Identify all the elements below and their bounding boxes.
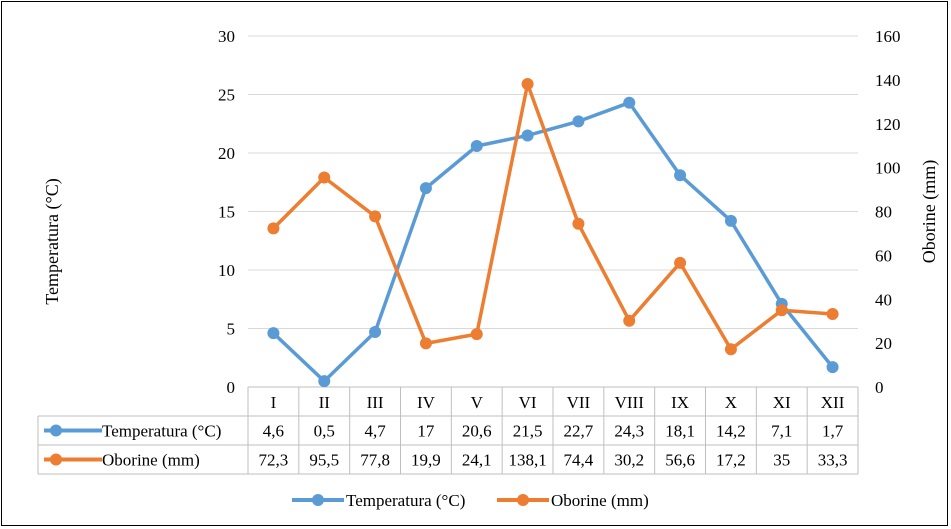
series-line-oborine [271, 82, 835, 352]
point-oborine [369, 210, 382, 223]
legend-key-marker [312, 494, 324, 506]
data-label: 14,2 [716, 422, 746, 441]
table-legend-key-marker [50, 424, 62, 437]
legend-label: Oborine (mm) [551, 491, 649, 510]
data-label: 30,2 [614, 451, 644, 470]
point-temperatura [674, 169, 687, 182]
table-series-name: Temperatura (°C) [102, 422, 221, 441]
y2-tick-label: 60 [875, 246, 892, 265]
x-tick-label: XII [821, 393, 845, 412]
data-label: 56,6 [665, 451, 695, 470]
y2-axis-title: Oborine (mm) [919, 160, 940, 263]
y-tick-label: 20 [218, 144, 235, 163]
point-temperatura [369, 326, 382, 339]
data-label: 7,1 [771, 422, 792, 441]
y2-tick-label: 20 [875, 334, 892, 353]
x-tick-label: IV [417, 393, 436, 412]
data-label: 22,7 [564, 422, 594, 441]
data-label: 77,8 [360, 451, 390, 470]
point-oborine [724, 343, 737, 356]
y2-tick-label: 100 [875, 159, 901, 178]
data-label: 72,3 [259, 451, 289, 470]
y2-tick-label: 80 [875, 203, 892, 222]
x-tick-label: V [471, 393, 484, 412]
table-legend-key-marker [50, 453, 62, 466]
data-label: 4,6 [263, 422, 284, 441]
point-oborine [623, 314, 636, 327]
x-tick-label: VIII [615, 393, 645, 412]
point-oborine [521, 78, 534, 91]
point-oborine [318, 171, 331, 184]
x-tick-label: VI [519, 393, 537, 412]
y-tick-label: 5 [227, 320, 236, 339]
x-tick-label: IX [671, 393, 689, 412]
y-tick-label: 0 [227, 378, 236, 397]
point-oborine [572, 217, 585, 230]
point-oborine [775, 304, 788, 317]
data-label: 33,3 [818, 451, 848, 470]
y-tick-label: 25 [218, 86, 235, 105]
point-temperatura [724, 214, 737, 227]
y-axis-title: Temperatura (°C) [42, 178, 63, 304]
point-temperatura [521, 129, 534, 142]
y2-tick-label: 40 [875, 290, 892, 309]
data-label: 0,5 [314, 422, 335, 441]
point-temperatura [419, 182, 432, 195]
legend-key-marker [517, 494, 529, 506]
y-tick-label: 15 [218, 203, 235, 222]
point-oborine [826, 307, 839, 320]
y-tick-label: 10 [218, 261, 235, 280]
point-temperatura [572, 115, 585, 128]
y2-tick-label: 160 [875, 27, 901, 46]
data-label: 138,1 [508, 451, 546, 470]
data-label: 24,3 [614, 422, 644, 441]
y-tick-label: 30 [218, 27, 235, 46]
y2-tick-label: 0 [875, 378, 884, 397]
series-line-temperatura [271, 100, 835, 383]
y2-tick-label: 120 [875, 115, 901, 134]
point-temperatura [267, 327, 280, 340]
data-label: 21,5 [513, 422, 543, 441]
x-tick-label: X [725, 393, 737, 412]
data-label: 17 [417, 422, 435, 441]
data-label: 95,5 [309, 451, 339, 470]
point-oborine [470, 328, 483, 341]
x-tick-label: XI [773, 393, 791, 412]
data-label: 4,7 [364, 422, 386, 441]
data-label: 18,1 [665, 422, 695, 441]
data-label: 1,7 [822, 422, 844, 441]
point-temperatura [318, 375, 331, 388]
data-label: 74,4 [564, 451, 594, 470]
legend-label: Temperatura (°C) [346, 491, 465, 510]
point-oborine [419, 337, 432, 350]
point-temperatura [470, 139, 483, 152]
x-tick-label: I [271, 393, 277, 412]
point-oborine [267, 222, 280, 235]
data-label: 19,9 [411, 451, 441, 470]
y2-tick-label: 140 [875, 71, 901, 90]
data-label: 35 [773, 451, 790, 470]
x-tick-label: III [367, 393, 384, 412]
point-oborine [674, 256, 687, 269]
data-label: 24,1 [462, 451, 492, 470]
x-tick-label: II [319, 393, 331, 412]
point-temperatura [826, 361, 839, 374]
data-label: 17,2 [716, 451, 746, 470]
data-label: 20,6 [462, 422, 492, 441]
x-tick-label: VII [567, 393, 591, 412]
point-temperatura [623, 96, 636, 109]
table-series-name: Oborine (mm) [102, 451, 200, 470]
